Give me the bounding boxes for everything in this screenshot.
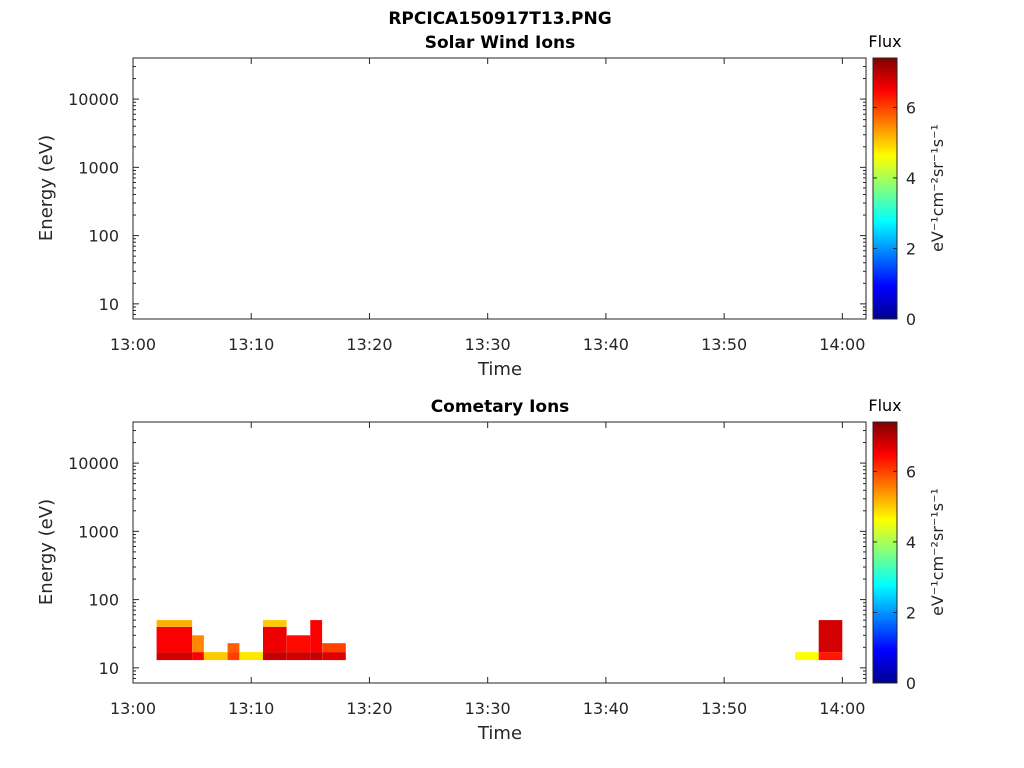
x-tick-label: 13:20 [346,699,392,718]
plot-frame [132,57,867,320]
x-tick-label: 14:00 [819,699,865,718]
y-axis-label: Energy (eV) [36,499,57,605]
y-tick-label: 100 [88,227,119,246]
colorbar-gradient [872,57,898,320]
colorbar-tick-label: 2 [906,603,916,622]
heatmap-cell [322,652,346,661]
y-ticks: 10 100 1000 10000 [68,57,866,320]
x-tick-label: 13:40 [583,699,629,718]
plot-area [156,620,843,661]
x-tick-label: 13:50 [701,699,747,718]
colorbar: Flux 0 2 4 6 eV⁻¹cm⁻²sr⁻¹s⁻¹ [868,396,947,693]
heatmap-cell [795,652,819,661]
heatmap-cell [156,620,193,627]
heatmap-cell [227,643,240,653]
plot-frame [132,421,867,684]
heatmap-cell [263,652,287,661]
heatmap-cell [322,643,346,653]
heatmap-cell [239,652,263,661]
heatmap-cell [263,620,287,627]
x-ticks: 13:00 13:10 13:20 13:30 13:40 13:50 14:00 [110,58,865,354]
colorbar-tick-label: 0 [906,674,916,693]
colorbar-tick-label: 6 [906,462,916,481]
colorbar-tick-label: 4 [906,533,916,552]
colorbar-title: Flux [868,32,901,51]
heatmap-cell [818,620,843,653]
x-tick-label: 13:10 [228,699,274,718]
colorbar-title: Flux [868,396,901,415]
panel-solar-wind: Solar Wind Ions 10 100 1000 10000 13:00 13:1… [36,32,947,380]
x-tick-label: 13:30 [465,335,511,354]
x-tick-label: 13:00 [110,335,156,354]
colorbar-tick-label: 4 [906,169,916,188]
panel-title: Solar Wind Ions [425,33,576,53]
y-tick-label: 10 [99,659,119,678]
y-tick-label: 10000 [68,454,119,473]
colorbar-tick-label: 6 [906,98,916,117]
y-tick-label: 1000 [78,522,119,541]
x-ticks: 13:00 13:10 13:20 13:30 13:40 13:50 14:00 [110,422,865,718]
colorbar-unit: eV⁻¹cm⁻²sr⁻¹s⁻¹ [928,488,947,616]
colorbar-gradient [872,421,898,684]
colorbar-tick-label: 2 [906,239,916,258]
colorbar: Flux 0 2 4 6 eV⁻¹cm⁻²sr⁻¹s⁻¹ [868,32,947,329]
colorbar-tick-label: 0 [906,310,916,329]
x-tick-label: 13:30 [465,699,511,718]
figure-title: RPCICA150917T13.PNG [388,9,611,29]
heatmap-cell [156,626,193,653]
y-axis-label: Energy (eV) [36,135,57,241]
x-tick-label: 14:00 [819,335,865,354]
heatmap-cell [286,652,311,661]
heatmap-cell [192,635,204,653]
panel-title: Cometary Ions [431,397,570,417]
x-tick-label: 13:00 [110,699,156,718]
x-tick-label: 13:10 [228,335,274,354]
heatmap-cell [310,620,323,653]
colorbar-unit: eV⁻¹cm⁻²sr⁻¹s⁻¹ [928,124,947,252]
heatmap-cell [263,626,287,653]
y-tick-label: 10000 [68,90,119,109]
y-ticks: 10 100 1000 10000 [68,421,866,684]
heatmap-cell [310,652,323,661]
heatmap-cell [156,652,193,661]
heatmap-cell [227,652,240,661]
y-tick-label: 100 [88,591,119,610]
colorbar-ticks: 0 2 4 6 [873,462,916,693]
heatmap-cell [203,652,228,661]
y-tick-label: 10 [99,295,119,314]
x-tick-label: 13:40 [583,335,629,354]
heatmap-cell [192,652,204,661]
heatmap-cell [286,635,311,653]
x-tick-label: 13:50 [701,335,747,354]
x-tick-label: 13:20 [346,335,392,354]
x-axis-label: Time [477,359,522,380]
x-axis-label: Time [477,723,522,744]
y-tick-label: 1000 [78,158,119,177]
colorbar-ticks: 0 2 4 6 [873,98,916,329]
heatmap-cell [818,652,843,661]
